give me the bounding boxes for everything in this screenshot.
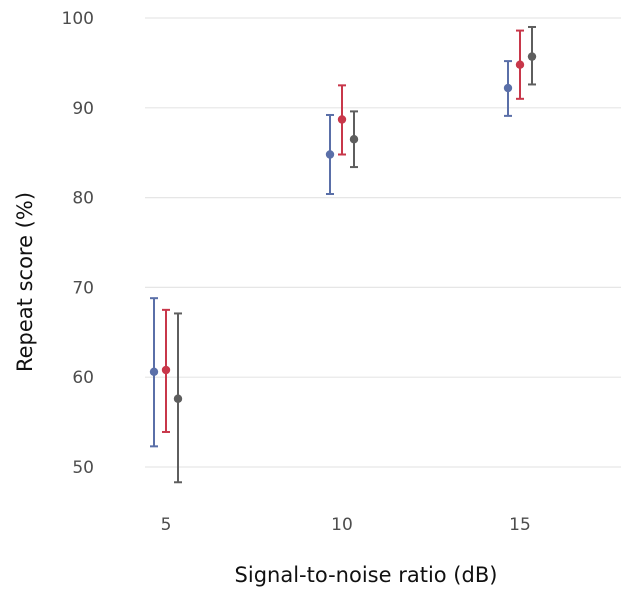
data-point xyxy=(149,367,159,377)
data-point xyxy=(349,135,359,144)
data-point xyxy=(515,60,525,69)
data-point xyxy=(337,115,347,124)
x-tick-label: 5 xyxy=(161,515,172,535)
data-point xyxy=(173,394,183,403)
y-tick-label: 60 xyxy=(72,368,94,388)
data-point xyxy=(527,52,537,61)
x-tick-label: 10 xyxy=(331,515,353,535)
series-2 xyxy=(161,29,525,433)
y-tick-label: 70 xyxy=(72,278,94,298)
data-point xyxy=(161,365,171,375)
series-3 xyxy=(173,25,537,484)
y-tick-labels: 50 60 70 80 90 100 xyxy=(62,9,94,478)
x-axis-title: Signal-to-noise ratio (dB) xyxy=(235,563,498,587)
y-tick-label: 100 xyxy=(62,9,94,29)
data-point xyxy=(325,150,335,159)
data-series xyxy=(149,25,537,484)
gridlines xyxy=(145,17,621,468)
x-tick-label: 15 xyxy=(509,515,531,535)
data-point xyxy=(503,83,513,93)
y-tick-label: 90 xyxy=(72,99,94,119)
y-tick-label: 80 xyxy=(72,189,94,209)
y-axis-title: Repeat score (%) xyxy=(13,192,37,372)
series-1 xyxy=(149,60,513,448)
y-tick-label: 50 xyxy=(72,458,94,478)
x-tick-labels: 5 10 15 xyxy=(161,515,531,535)
